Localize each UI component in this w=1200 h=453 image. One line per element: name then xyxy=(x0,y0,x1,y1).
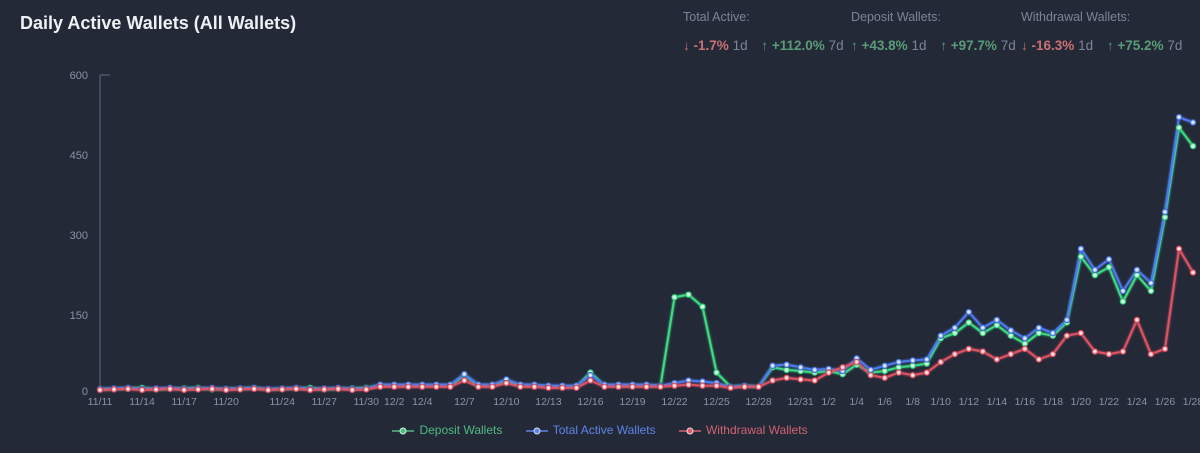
svg-text:12/31: 12/31 xyxy=(787,396,813,408)
svg-text:450: 450 xyxy=(70,150,88,162)
svg-text:11/17: 11/17 xyxy=(171,396,197,408)
svg-text:12/19: 12/19 xyxy=(619,396,645,408)
svg-text:1/28: 1/28 xyxy=(1183,396,1200,408)
svg-text:12/25: 12/25 xyxy=(703,396,729,408)
svg-text:1/12: 1/12 xyxy=(959,396,980,408)
svg-text:12/13: 12/13 xyxy=(535,396,561,408)
svg-text:1/20: 1/20 xyxy=(1071,396,1092,408)
svg-text:1/2: 1/2 xyxy=(821,396,836,408)
svg-text:1/14: 1/14 xyxy=(987,396,1008,408)
svg-text:12/10: 12/10 xyxy=(493,396,519,408)
svg-text:12/28: 12/28 xyxy=(745,396,771,408)
svg-text:12/7: 12/7 xyxy=(454,396,475,408)
svg-text:1/26: 1/26 xyxy=(1155,396,1176,408)
svg-text:12/16: 12/16 xyxy=(577,396,603,408)
svg-text:1/8: 1/8 xyxy=(905,396,920,408)
svg-text:300: 300 xyxy=(70,230,88,242)
svg-text:11/30: 11/30 xyxy=(353,396,379,408)
svg-text:600: 600 xyxy=(70,70,88,82)
svg-text:12/4: 12/4 xyxy=(412,396,433,408)
svg-text:11/14: 11/14 xyxy=(129,396,155,408)
svg-text:1/18: 1/18 xyxy=(1043,396,1064,408)
svg-text:12/2: 12/2 xyxy=(384,396,405,408)
svg-text:1/16: 1/16 xyxy=(1015,396,1036,408)
svg-text:1/4: 1/4 xyxy=(849,396,864,408)
svg-text:1/24: 1/24 xyxy=(1127,396,1148,408)
svg-text:11/24: 11/24 xyxy=(269,396,295,408)
svg-text:1/6: 1/6 xyxy=(877,396,892,408)
svg-text:1/10: 1/10 xyxy=(931,396,952,408)
svg-text:150: 150 xyxy=(70,310,88,322)
svg-text:1/22: 1/22 xyxy=(1099,396,1120,408)
svg-text:11/27: 11/27 xyxy=(311,396,337,408)
svg-text:12/22: 12/22 xyxy=(661,396,687,408)
svg-text:11/11: 11/11 xyxy=(88,396,113,408)
svg-text:11/20: 11/20 xyxy=(213,396,239,408)
